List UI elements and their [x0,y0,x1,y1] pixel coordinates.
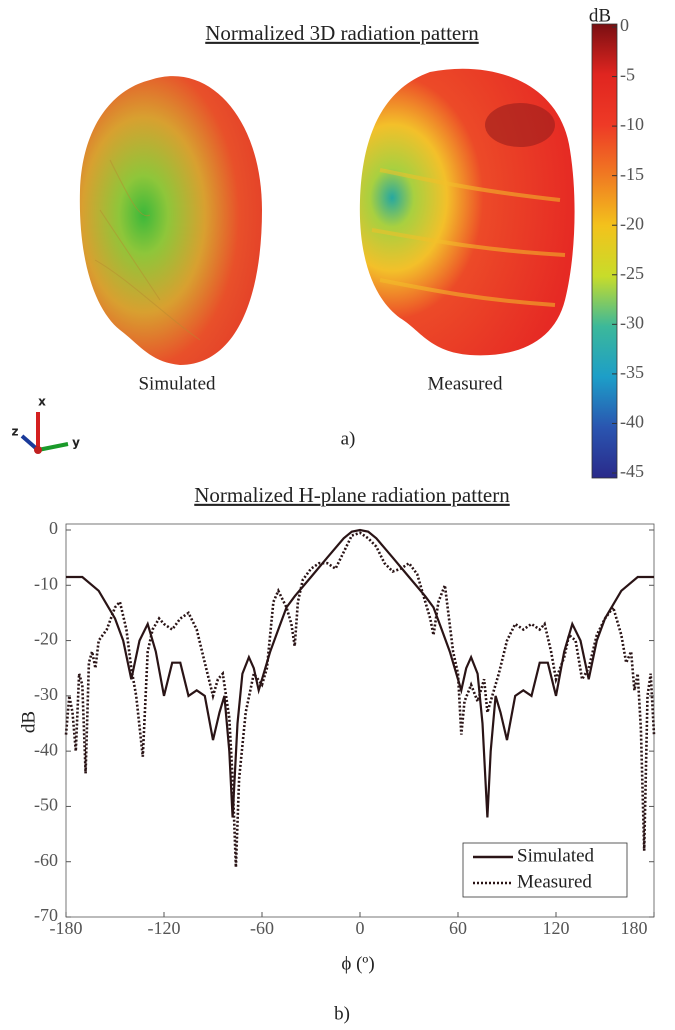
y-tick-label: -30 [34,684,58,704]
x-tick-label: 60 [449,918,467,938]
y-tick-label: -10 [34,573,58,593]
panel-label: Simulated [138,373,216,394]
y-tick-label: -60 [34,850,58,870]
panel-label: Measured [428,373,503,394]
series-line [64,531,656,868]
measured-pattern [359,68,575,356]
figure-title: Normalized 3D radiation pattern [205,21,479,45]
axis-triad-label: z [12,425,19,439]
simulated-pattern [79,76,262,366]
y-tick-label: -70 [34,905,58,925]
colorbar-tick-label: -45 [620,461,644,481]
y-tick-label: -40 [34,739,58,759]
colorbar-tick-label: -30 [620,312,644,332]
colorbar-tick-label: -40 [620,412,644,432]
x-tick-label: -180 [50,918,83,938]
axis-triad [20,412,69,454]
y-tick-label: -50 [34,795,58,815]
y-axis-label: dB [18,711,39,733]
colorbar-tick-label: 0 [620,15,629,35]
colorbar-tick-label: -5 [620,65,635,85]
chart-title: Normalized H-plane radiation pattern [194,483,510,507]
series-line [66,528,654,818]
colorbar-label: dB [589,5,611,26]
x-tick-label: 120 [543,918,570,938]
axis-triad-label: y [72,436,80,450]
legend-label: Measured [517,871,592,892]
colorbar-tick-label: -20 [620,213,644,233]
x-tick-label: 180 [621,918,648,938]
caption: a) [341,428,356,449]
caption: b) [334,1003,350,1024]
y-tick-label: 0 [49,518,58,538]
colorbar [591,23,618,479]
y-tick-label: -20 [34,629,58,649]
legend-box [462,842,628,898]
colorbar-tick-label: -25 [620,263,644,283]
axis-triad-label: x [38,395,46,409]
x-axis-label: ϕ (º) [341,953,374,974]
colorbar-tick-label: -10 [620,114,644,134]
colorbar-tick-label: -35 [620,362,644,382]
x-tick-label: -120 [148,918,181,938]
legend-label: Simulated [517,845,595,866]
colorbar-tick-label: -15 [620,164,644,184]
x-tick-label: 0 [356,918,365,938]
x-tick-label: -60 [250,918,274,938]
